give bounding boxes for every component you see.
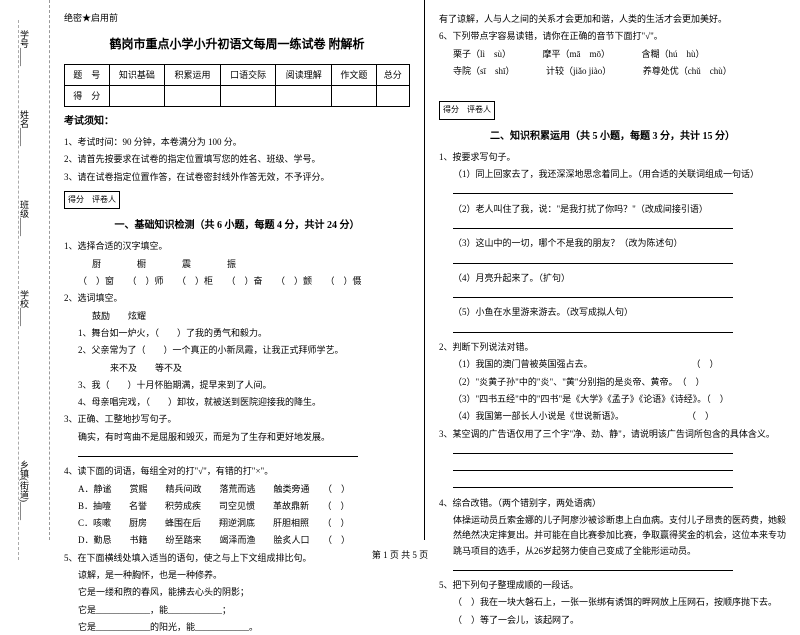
gutter-label-town: 乡镇(街道)____ <box>18 460 31 520</box>
row2-label: 得 分 <box>65 85 110 106</box>
p2q1-3: （3）这山中的一切，哪个不是我的朋友？（改为陈述句） <box>439 236 786 251</box>
right-top-1: 有了谅解，人与人之间的关系才会更加和谐，人类的生活才会更加美好。 <box>439 12 786 27</box>
th-2: 积累运用 <box>165 64 221 85</box>
p2q2: 2、判断下列说法对错。 <box>439 340 786 355</box>
q4-d: D．勤恳 书籍 纷至踏来 竭泽而渔 脍炙人口 （ ） <box>64 533 410 548</box>
th-3: 口语交际 <box>220 64 276 85</box>
q2-2: 2、父亲常为了（ ）一个真正的小新凤霞，让我正式拜师学艺。 <box>64 343 410 358</box>
p2q4: 4、综合改错。（两个错别字，两处语病） <box>439 496 786 511</box>
q4-a: A．静谧 赏赐 精兵间政 落荒而逃 触类旁通 （ ） <box>64 482 410 497</box>
blank[interactable] <box>453 219 733 229</box>
q2-row: 鼓励 炫耀 <box>64 309 410 324</box>
notice-3: 3、请在试卷指定位置作答，在试卷密封线外作答无效，不予评分。 <box>64 170 410 185</box>
secret-mark: 绝密★启用前 <box>64 10 410 26</box>
gutter-label-name: 姓名____ <box>18 110 31 146</box>
p2q5: 5、把下列句子整理成顺的一段话。 <box>439 578 786 593</box>
q5-2: 它是一缕和煦的春风，能拂去心头的阴影； <box>64 585 410 600</box>
q4-c: C．咳嗽 厨房 蜂围在后 翔逆洞底 肝胆相照 （ ） <box>64 516 410 531</box>
q1-row1: 厨 橱 震 振 <box>64 257 410 272</box>
p2q5-2: （ ）等了一会儿，该起网了。 <box>439 613 786 628</box>
q2-1: 1、舞台如一炉火，（ ）了我的勇气和毅力。 <box>64 326 410 341</box>
p2q5-1: （ ）我在一块大磐石上，一张一张绑有诱饵的畔网放上压网石，按顺序抛下去。 <box>439 595 786 610</box>
th-4: 阅读理解 <box>276 64 332 85</box>
p2q1-4: （4）月亮升起来了。（扩句） <box>439 271 786 286</box>
gutter-label-class: 班级____ <box>18 200 31 236</box>
notice-1: 1、考试时间：90 分钟，本卷满分为 100 分。 <box>64 135 410 150</box>
gutter-label-school: 学校____ <box>18 290 31 326</box>
th-num: 题 号 <box>65 64 110 85</box>
q4: 4、读下面的词语，每组全对的打"√"，有错的打"×"。 <box>64 464 410 479</box>
q2-mid: 来不及 等不及 <box>64 361 410 376</box>
q6: 6、下列带点字容易读错，请你在正确的音节下面打"√"。 <box>439 29 786 44</box>
th-1: 知识基础 <box>109 64 165 85</box>
blank[interactable] <box>453 444 733 454</box>
q2-4: 4、母亲唱完戏，（ ）卸妆，就被送到医院迎接我的降生。 <box>64 395 410 410</box>
score-table: 题 号 知识基础 积累运用 口语交际 阅读理解 作文题 总分 得 分 <box>64 64 410 107</box>
blank[interactable] <box>453 323 733 333</box>
notice-title: 考试须知： <box>64 113 410 131</box>
right-column: 有了谅解，人与人之间的关系才会更加和谐，人类的生活才会更加美好。 6、下列带点字… <box>425 0 800 540</box>
p2q1-1: （1）同上回家去了，我还深深地思念着同上。（用合适的关联词组成一句话） <box>439 167 786 182</box>
th-5: 作文题 <box>332 64 377 85</box>
q3: 3、正确、工整地抄写句子。 <box>64 412 410 427</box>
p2q1-5: （5）小鱼在水里游来游去。（改写成拟人句） <box>439 305 786 320</box>
q2-3: 3、我（ ）十月怀胎期满，提早来到了人间。 <box>64 378 410 393</box>
q1: 1、选择合适的汉字填空。 <box>64 239 410 254</box>
p2q2-1: （1）我国的澳门曾被英国强占去。 （ ） <box>439 357 786 372</box>
th-6: 总分 <box>376 64 409 85</box>
q1-row2: （ ）窗 （ ）师 （ ）柜 （ ）奋 （ ）颤 （ ）慑 <box>64 274 410 289</box>
part1-title: 一、基础知识检测（共 6 小题，每题 4 分，共计 24 分） <box>64 217 410 235</box>
blank[interactable] <box>453 288 733 298</box>
footer: 第 1 页 共 5 页 <box>0 548 800 561</box>
q2: 2、选词填空。 <box>64 291 410 306</box>
p2q2-3: （3）"四书五经"中的"四书"是《大学》《孟子》《论语》《诗经》。（ ） <box>439 392 786 407</box>
q6-row2: 寺院（sī shī） 计较（jiǎo jiào） 养尊处优（chǔ chù） <box>439 64 786 79</box>
q5-3: 它是____________，能____________； <box>64 603 410 618</box>
blank[interactable] <box>453 184 733 194</box>
q5-1: 谅解，是一种胸怀，也是一种修养。 <box>64 568 410 583</box>
p2q2-2: （2）"炎黄子孙"中的"炎"、"黄"分别指的是炎帝、黄帝。 （ ） <box>439 375 786 390</box>
binding-gutter: 学号____ 姓名____ 班级____ 学校____ 乡镇(街道)____ <box>0 0 50 540</box>
blank[interactable] <box>453 461 733 471</box>
left-column: 绝密★启用前 鹤岗市重点小学小升初语文每周一练试卷 附解析 题 号 知识基础 积… <box>50 0 425 540</box>
notice-2: 2、请首先按要求在试卷的指定位置填写您的姓名、班级、学号。 <box>64 152 410 167</box>
blank[interactable] <box>453 478 733 488</box>
blank[interactable] <box>453 254 733 264</box>
q3-blank[interactable] <box>78 447 358 457</box>
page: 学号____ 姓名____ 班级____ 学校____ 乡镇(街道)____ 绝… <box>0 0 800 540</box>
p2q1: 1、按要求写句子。 <box>439 150 786 165</box>
p2q1-2: （2）老人叫住了我，说："是我打扰了你吗？"（改成间接引语） <box>439 202 786 217</box>
p2q2-4: （4）我国第一部长人小说是《世说新语》。 （ ） <box>439 409 786 424</box>
q3-text: 确实，有时弯曲不是屈服和毁灭，而是为了生存和更好地发展。 <box>64 430 410 445</box>
content: 绝密★启用前 鹤岗市重点小学小升初语文每周一练试卷 附解析 题 号 知识基础 积… <box>50 0 800 540</box>
gutter-label-xuehao: 学号____ <box>18 30 31 66</box>
q6-row1: 栗子（lì sù） 摩平（mā mō） 含糊（hú hù） <box>439 47 786 62</box>
paper-title: 鹤岗市重点小学小升初语文每周一练试卷 附解析 <box>64 34 410 56</box>
p2q3: 3、某空调的广告语仅用了三个字"净、劲、静"，请说明该广告词所包含的具体含义。 <box>439 427 786 442</box>
rater-box-2: 得分 评卷人 <box>439 101 495 119</box>
q5-4: 它是____________的阳光，能____________。 <box>64 620 410 635</box>
q4-b: B．抽噎 名誉 积劳成疾 司空见惯 革故鼎新 （ ） <box>64 499 410 514</box>
blank[interactable] <box>453 561 733 571</box>
part2-title: 二、知识积累运用（共 5 小题，每题 3 分，共计 15 分） <box>439 128 786 146</box>
rater-box-1: 得分 评卷人 <box>64 191 120 209</box>
